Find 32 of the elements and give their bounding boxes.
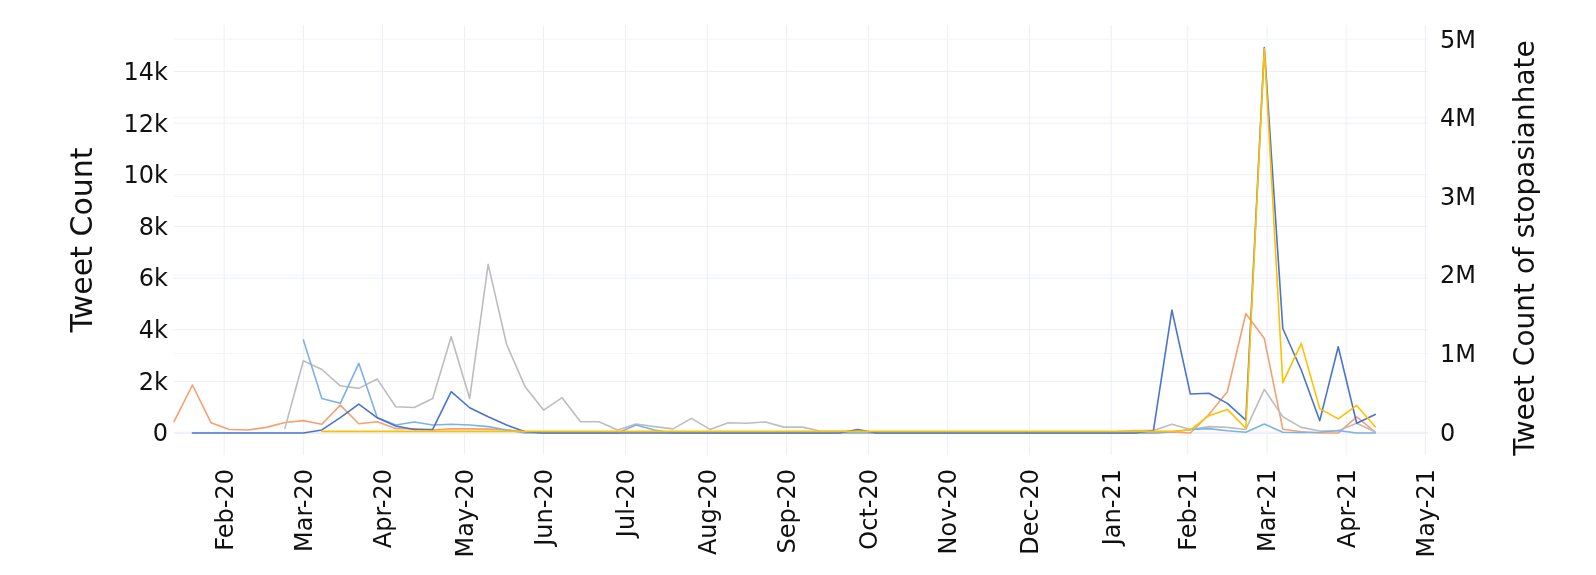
x-tick-label: Apr-21 [1332, 469, 1361, 549]
x-tick-label: Oct-20 [854, 469, 883, 550]
y-tick-label: 8k [138, 212, 169, 241]
y2-tick-label: 3M [1440, 182, 1476, 211]
y2-tick-label: 5M [1440, 25, 1476, 54]
y-tick-label: 6k [138, 264, 169, 293]
y2-axis-title: Tweet Count of stopasianhate [1508, 40, 1541, 457]
y2-tick-label: 2M [1440, 261, 1476, 290]
x-tick-label: Mar-21 [1253, 469, 1282, 552]
x-tick-label: May-21 [1411, 469, 1440, 558]
y2-tick-label: 0 [1440, 418, 1456, 447]
x-tick-label: Feb-20 [210, 469, 239, 551]
y2-tick-label: 1M [1440, 339, 1476, 368]
x-tick-label: Mar-20 [289, 469, 318, 552]
y-tick-label: 12k [123, 109, 169, 138]
x-tick-label: Jan-21 [1097, 469, 1126, 548]
x-tick-label: Jun-20 [530, 469, 558, 548]
x-tick-label: Apr-20 [368, 469, 397, 549]
y-axis-title: Tweet Count [64, 147, 99, 334]
x-tick-label: Sep-20 [772, 469, 801, 554]
x-tick-label: Feb-21 [1174, 469, 1203, 551]
x-tick-label: Jul-20 [611, 469, 640, 540]
y-tick-label: 10k [123, 161, 169, 190]
y-tick-label: 0 [152, 419, 168, 448]
x-tick-label: Aug-20 [693, 469, 722, 556]
y-tick-label: 4k [138, 316, 169, 345]
x-tick-label: Dec-20 [1015, 469, 1044, 555]
y-tick-label: 2k [138, 367, 169, 396]
y2-tick-label: 4M [1440, 104, 1476, 133]
y-tick-label: 14k [123, 57, 169, 86]
x-tick-label: Nov-20 [933, 469, 962, 555]
x-tick-label: May-20 [450, 469, 479, 558]
